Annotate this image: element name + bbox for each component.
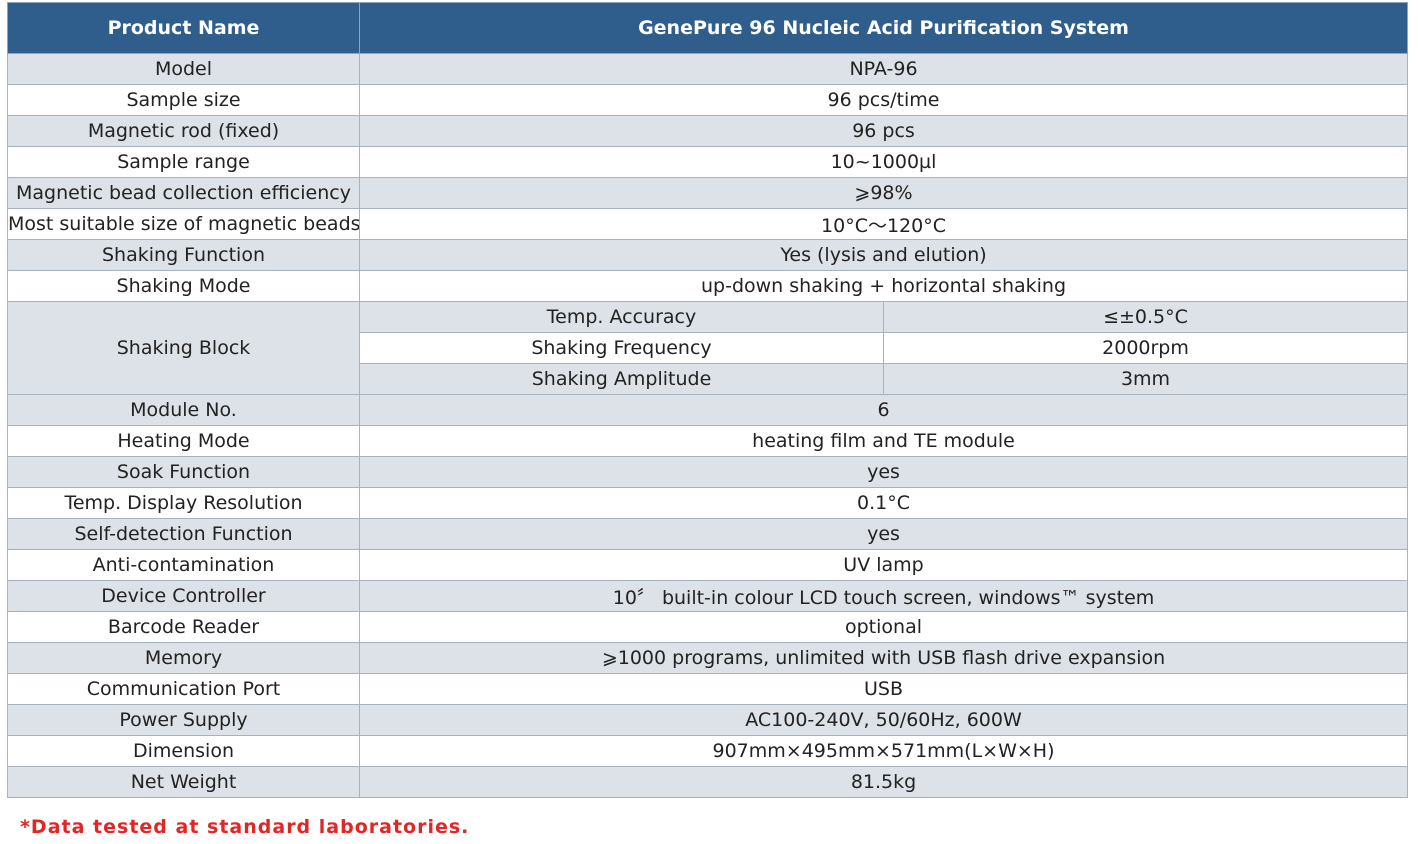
table-row: Shaking Block Temp. Accuracy ≤±0.5°C [7,301,1409,395]
row-value: 907mm×495mm×571mm(L×W×H) [358,735,1409,767]
row-value: 10°C～120°C [358,208,1409,240]
shaking-block-label: Shaking Block [7,301,360,395]
row-value: yes [358,518,1409,550]
row-label: Temp. Display Resolution [7,487,360,519]
row-label: Sample range [7,146,360,178]
table-row: Barcode Reader optional [7,611,1409,643]
row-value: 10〞 built-in colour LCD touch screen, wi… [358,580,1409,612]
row-value: ⩾98% [358,177,1409,209]
row-value: UV lamp [358,549,1409,581]
table-row: Model NPA-96 [7,53,1409,85]
header-product-title: GenePure 96 Nucleic Acid Purification Sy… [358,2,1409,54]
row-value: 6 [358,394,1409,426]
shaking-value: 2000rpm [882,332,1409,364]
shaking-param: Shaking Frequency [359,332,884,364]
table-row: Shaking Frequency 2000rpm [8,332,1409,364]
row-value: 96 pcs/time [358,84,1409,116]
table-row: Temp. Display Resolution 0.1°C [7,487,1409,519]
shaking-value: ≤±0.5°C [882,301,1409,333]
row-value: yes [358,456,1409,488]
table-row: Sample size 96 pcs/time [7,84,1409,116]
table-row: Shaking Function Yes (lysis and elution) [7,239,1409,271]
table-row: Anti-contamination UV lamp [7,549,1409,581]
table-row: Net Weight 81.5kg [7,766,1409,798]
spec-table: Product Name GenePure 96 Nucleic Acid Pu… [7,2,1409,798]
row-label: Self-detection Function [7,518,360,550]
row-value: 0.1°C [358,487,1409,519]
row-label: Communication Port [7,673,360,705]
row-value: 96 pcs [358,115,1409,147]
table-row: Shaking Mode up-down shaking + horizontal… [7,270,1409,302]
row-value: ⩾1000 programs, unlimited with USB flash… [358,642,1409,674]
table-row: Communication Port USB [7,673,1409,705]
table-row: Device Controller 10〞 built-in colour LCD… [7,580,1409,612]
row-label: Shaking Function [7,239,360,271]
row-value: optional [358,611,1409,643]
row-label: Sample size [7,84,360,116]
table-row: Sample range 10~1000µl [7,146,1409,178]
row-label: Power Supply [7,704,360,736]
row-label: Most suitable size of magnetic beads [7,208,360,240]
shaking-param: Temp. Accuracy [359,301,884,333]
shaking-value: 3mm [882,363,1409,395]
row-label: Memory [7,642,360,674]
table-header-row: Product Name GenePure 96 Nucleic Acid Pu… [7,2,1409,54]
table-row: Self-detection Function yes [7,518,1409,550]
row-label: Module No. [7,394,360,426]
footnote: *Data tested at standard laboratories. [20,816,470,838]
table-row: Power Supply AC100-240V, 50/60Hz, 600W [7,704,1409,736]
shaking-param: Shaking Amplitude [359,363,884,395]
table-row: Module No. 6 [7,394,1409,426]
row-label: Shaking Mode [7,270,360,302]
row-label: Anti-contamination [7,549,360,581]
row-label: Magnetic rod (fixed) [7,115,360,147]
row-label: Heating Mode [7,425,360,457]
row-label: Device Controller [7,580,360,612]
row-label: Model [7,53,360,85]
row-value: USB [358,673,1409,705]
spec-body: Model NPA-96 Sample size 96 pcs/time Magneti… [7,53,1409,798]
row-label: Soak Function [7,456,360,488]
row-value: heating film and TE module [358,425,1409,457]
row-label: Magnetic bead collection efficiency [7,177,360,209]
table-row: Soak Function yes [7,456,1409,488]
row-value: NPA-96 [358,53,1409,85]
row-value: 10~1000µl [358,146,1409,178]
row-value: up-down shaking + horizontal shaking [358,270,1409,302]
row-label: Dimension [7,735,360,767]
table-row: Heating Mode heating film and TE module [7,425,1409,457]
row-value: 81.5kg [358,766,1409,798]
row-value: Yes (lysis and elution) [358,239,1409,271]
row-value: AC100-240V, 50/60Hz, 600W [358,704,1409,736]
table-row: Magnetic bead collection efficiency ⩾98% [7,177,1409,209]
row-label: Net Weight [7,766,360,798]
table-row: Dimension 907mm×495mm×571mm(L×W×H) [7,735,1409,767]
table-row: Memory ⩾1000 programs, unlimited with USB… [7,642,1409,674]
header-product-name: Product Name [7,2,360,54]
table-row: Most suitable size of magnetic beads 10°C… [7,208,1409,240]
row-label: Barcode Reader [7,611,360,643]
table-row: Magnetic rod (fixed) 96 pcs [7,115,1409,147]
